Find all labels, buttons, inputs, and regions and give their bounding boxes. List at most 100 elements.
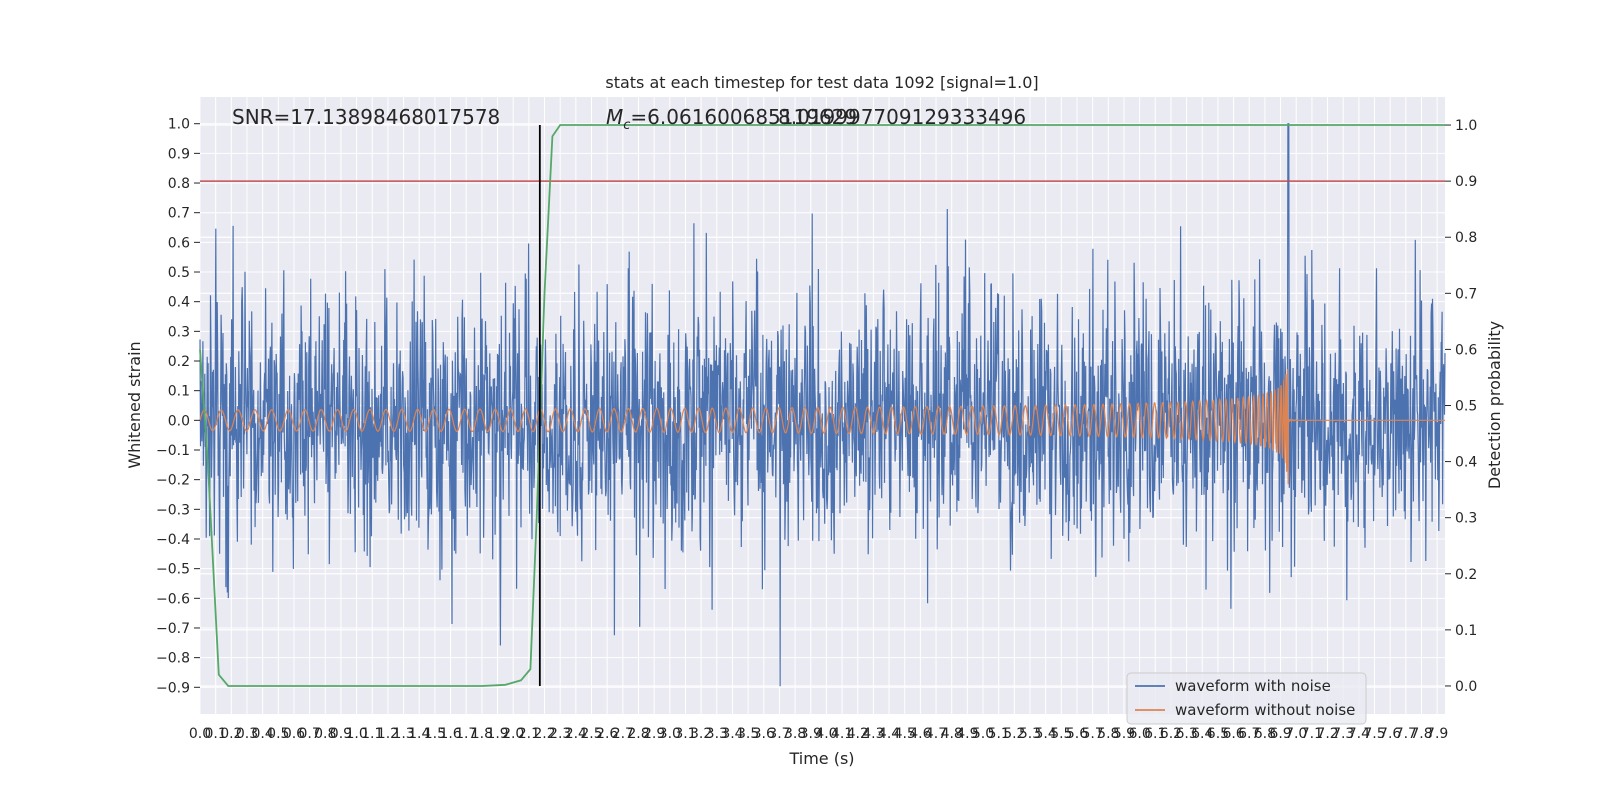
y-tick-label-left: 0.8 bbox=[168, 176, 190, 192]
x-tick-label: 2.5 bbox=[580, 726, 602, 742]
x-tick-label: 7.5 bbox=[1363, 726, 1385, 742]
y-tick-label-left: 0.0 bbox=[168, 413, 190, 429]
x-tick-label: 3.7 bbox=[768, 726, 790, 742]
x-tick-label: 1.6 bbox=[439, 726, 461, 742]
y-axis-label-right: Detection probability bbox=[1485, 321, 1504, 489]
x-tick-label: 4.6 bbox=[909, 726, 931, 742]
x-tick-label: 3.4 bbox=[721, 726, 743, 742]
x-tick-label: 5.2 bbox=[1003, 726, 1025, 742]
x-tick-label: 7.8 bbox=[1410, 726, 1432, 742]
x-tick-label: 0.4 bbox=[252, 726, 274, 742]
x-tick-label: 6.2 bbox=[1160, 726, 1182, 742]
x-tick-label: 1.7 bbox=[455, 726, 477, 742]
x-tick-label: 5.1 bbox=[988, 726, 1010, 742]
x-tick-label: 7.7 bbox=[1395, 726, 1417, 742]
y-tick-label-right: 0.9 bbox=[1455, 174, 1477, 190]
x-tick-label: 4.8 bbox=[941, 726, 963, 742]
y-tick-label-left: 0.3 bbox=[168, 324, 190, 340]
x-tick-label: 0.0 bbox=[189, 726, 211, 742]
x-tick-label: 4.0 bbox=[815, 726, 837, 742]
y-tick-label-left: 0.5 bbox=[168, 265, 190, 281]
x-tick-label: 0.9 bbox=[330, 726, 352, 742]
x-tick-label: 7.4 bbox=[1348, 726, 1370, 742]
x-tick-label: 0.7 bbox=[298, 726, 320, 742]
x-tick-label: 1.1 bbox=[361, 726, 383, 742]
y-tick-label-left: −0.9 bbox=[156, 680, 190, 696]
x-tick-label: 2.0 bbox=[502, 726, 524, 742]
x-tick-label: 0.2 bbox=[220, 726, 242, 742]
x-tick-label: 1.0 bbox=[345, 726, 367, 742]
overlap-annotation: 8.019997709129333496 bbox=[778, 105, 1026, 129]
x-axis-label: Time (s) bbox=[788, 749, 854, 768]
x-tick-label: 6.0 bbox=[1128, 726, 1150, 742]
legend-label-noise: waveform with noise bbox=[1175, 677, 1331, 695]
series-detection-probability bbox=[199, 124, 1445, 687]
x-tick-label: 6.8 bbox=[1254, 726, 1276, 742]
axes-layer: 0.00.10.20.30.40.50.60.70.80.91.01.11.21… bbox=[156, 117, 1477, 742]
x-tick-label: 3.8 bbox=[784, 726, 806, 742]
x-tick-label: 5.0 bbox=[972, 726, 994, 742]
x-tick-label: 2.8 bbox=[627, 726, 649, 742]
y-tick-label-left: −0.1 bbox=[156, 443, 190, 459]
x-tick-label: 6.9 bbox=[1269, 726, 1291, 742]
series-waveform-with-noise bbox=[199, 123, 1446, 687]
x-tick-label: 6.7 bbox=[1238, 726, 1260, 742]
series-layer bbox=[199, 123, 1446, 687]
y-tick-label-left: −0.5 bbox=[156, 562, 190, 578]
y-tick-label-right: 0.2 bbox=[1455, 567, 1477, 583]
x-tick-label: 6.6 bbox=[1222, 726, 1244, 742]
x-tick-label: 1.3 bbox=[392, 726, 414, 742]
y-tick-label-left: 0.2 bbox=[168, 354, 190, 370]
x-tick-label: 5.9 bbox=[1113, 726, 1135, 742]
mc-subscript: c bbox=[623, 118, 630, 133]
x-tick-label: 5.7 bbox=[1082, 726, 1104, 742]
x-tick-label: 2.1 bbox=[518, 726, 540, 742]
x-tick-label: 0.1 bbox=[205, 726, 227, 742]
y-tick-label-right: 0.6 bbox=[1455, 342, 1477, 358]
y-tick-label-left: 0.6 bbox=[168, 235, 190, 251]
mc-value: =6.061600685119629 bbox=[630, 105, 857, 129]
y-tick-label-left: −0.7 bbox=[156, 621, 190, 637]
x-tick-label: 4.5 bbox=[894, 726, 916, 742]
x-tick-label: 5.5 bbox=[1050, 726, 1072, 742]
x-tick-label: 1.4 bbox=[408, 726, 430, 742]
y-tick-label-left: 1.0 bbox=[168, 117, 190, 133]
x-tick-label: 5.3 bbox=[1019, 726, 1041, 742]
x-tick-label: 1.8 bbox=[471, 726, 493, 742]
y-tick-label-right: 0.5 bbox=[1455, 399, 1477, 415]
x-tick-label: 3.0 bbox=[659, 726, 681, 742]
y-tick-label-left: −0.2 bbox=[156, 473, 190, 489]
x-tick-label: 1.5 bbox=[424, 726, 446, 742]
y-tick-label-left: 0.7 bbox=[168, 206, 190, 222]
chart-title: stats at each timestep for test data 109… bbox=[605, 73, 1038, 92]
x-tick-label: 3.5 bbox=[737, 726, 759, 742]
y-tick-label-right: 0.0 bbox=[1455, 679, 1477, 695]
x-tick-label: 2.9 bbox=[643, 726, 665, 742]
y-tick-label-right: 1.0 bbox=[1455, 118, 1477, 134]
x-tick-label: 4.3 bbox=[862, 726, 884, 742]
mc-annotation: Mc=6.061600685119629 bbox=[606, 105, 857, 133]
x-tick-label: 6.1 bbox=[1144, 726, 1166, 742]
x-tick-label: 4.4 bbox=[878, 726, 900, 742]
x-tick-label: 2.2 bbox=[533, 726, 555, 742]
y-axis-label-left: Whitened strain bbox=[125, 341, 144, 468]
x-tick-label: 5.4 bbox=[1035, 726, 1057, 742]
x-tick-label: 7.9 bbox=[1426, 726, 1448, 742]
x-tick-label: 2.3 bbox=[549, 726, 571, 742]
snr-annotation: SNR=17.13898468017578 bbox=[232, 105, 500, 129]
x-tick-label: 4.9 bbox=[956, 726, 978, 742]
y-tick-label-left: 0.4 bbox=[168, 295, 190, 311]
legend-label-clean: waveform without noise bbox=[1175, 701, 1355, 719]
x-tick-label: 3.6 bbox=[753, 726, 775, 742]
x-tick-label: 5.8 bbox=[1097, 726, 1119, 742]
x-tick-label: 3.1 bbox=[674, 726, 696, 742]
x-tick-label: 5.6 bbox=[1066, 726, 1088, 742]
y-tick-label-right: 0.7 bbox=[1455, 286, 1477, 302]
legend: waveform with noise waveform without noi… bbox=[1126, 672, 1367, 725]
x-tick-label: 3.3 bbox=[706, 726, 728, 742]
y-tick-label-right: 0.4 bbox=[1455, 455, 1477, 471]
x-tick-label: 1.2 bbox=[377, 726, 399, 742]
series-waveform-without-noise bbox=[199, 368, 1445, 485]
x-tick-label: 4.2 bbox=[847, 726, 869, 742]
x-tick-label: 7.6 bbox=[1379, 726, 1401, 742]
